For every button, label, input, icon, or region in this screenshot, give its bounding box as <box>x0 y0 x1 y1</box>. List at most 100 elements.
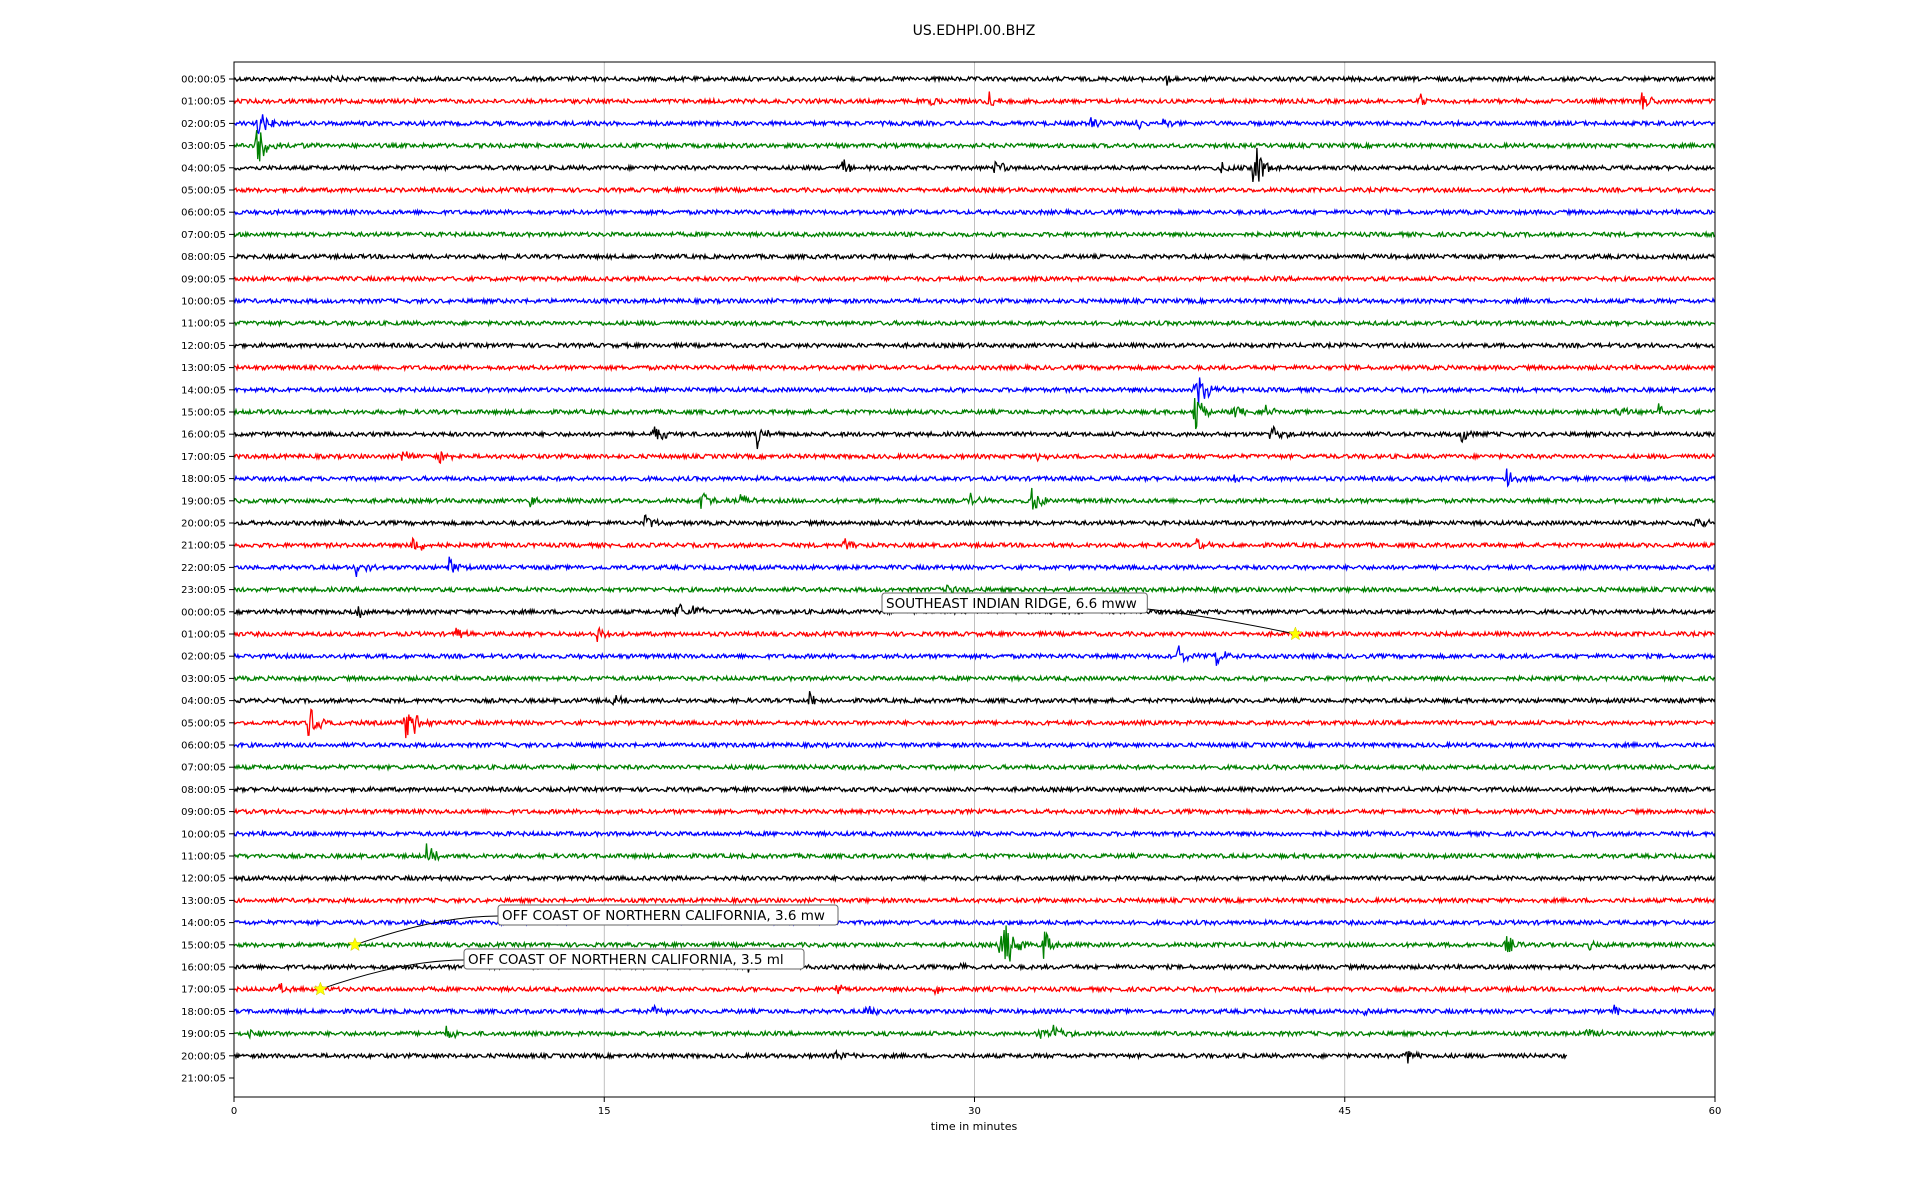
trace-row-17 <box>233 451 1716 465</box>
annotation-box <box>881 592 1148 614</box>
trace-row-12 <box>233 340 1716 350</box>
trace-row-19 <box>233 487 1716 510</box>
y-tick-label: 19:00:05 <box>181 1029 226 1040</box>
trace-layer <box>233 74 1716 1064</box>
event-star-marker <box>313 981 328 996</box>
annotation-box <box>497 904 839 926</box>
x-tick-label: 15 <box>598 1106 611 1117</box>
annotation-label: OFF COAST OF NORTHERN CALIFORNIA, 3.5 ml <box>468 952 784 968</box>
x-tick-label: 45 <box>1338 1106 1351 1117</box>
y-tick-label: 08:00:05 <box>181 785 226 796</box>
y-tick-label: 05:00:05 <box>181 186 226 197</box>
y-tick-label: 06:00:05 <box>181 208 226 219</box>
trace-row-23 <box>233 584 1716 596</box>
plot-frame <box>233 61 1716 1098</box>
y-tick-label: 12:00:05 <box>181 874 226 885</box>
y-tick-label: 00:00:05 <box>181 75 226 86</box>
annotation-connector <box>354 915 499 946</box>
y-tick-label: 02:00:05 <box>181 119 226 130</box>
chart-title: US.EDHPI.00.BHZ <box>913 23 1036 39</box>
trace-row-0 <box>233 74 1716 86</box>
y-tick-label: 20:00:05 <box>181 519 226 530</box>
trace-row-10 <box>233 296 1716 306</box>
y-tick-label: 16:00:05 <box>181 963 226 974</box>
annotation-box <box>463 948 805 970</box>
y-tick-label: 03:00:05 <box>181 141 226 152</box>
trace-row-27 <box>233 673 1716 683</box>
trace-row-18 <box>233 468 1716 488</box>
trace-row-35 <box>233 843 1716 862</box>
trace-row-21 <box>233 536 1716 551</box>
y-tick-label: 10:00:05 <box>181 829 226 840</box>
annotation-layer: SOUTHEAST INDIAN RIDGE, 6.6 mww OFF COAST… <box>313 592 1303 996</box>
trace-row-33 <box>233 806 1716 817</box>
y-tick-label: 18:00:05 <box>181 1007 226 1018</box>
trace-row-42 <box>233 1003 1716 1017</box>
y-tick-label: 23:00:05 <box>181 585 226 596</box>
trace-row-34 <box>233 829 1716 839</box>
x-tick-label: 60 <box>1709 1106 1722 1117</box>
y-tick-label: 21:00:05 <box>181 1074 226 1085</box>
y-tick-label: 03:00:05 <box>181 674 226 685</box>
y-tick-label: 20:00:05 <box>181 1051 226 1062</box>
y-tick-label: 04:00:05 <box>181 696 226 707</box>
trace-row-11 <box>233 318 1716 328</box>
trace-row-3 <box>233 130 1716 162</box>
y-tick-label: 22:00:05 <box>181 563 226 574</box>
trace-row-8 <box>233 252 1716 262</box>
trace-row-26 <box>233 645 1716 666</box>
grid-layer <box>603 62 1346 1097</box>
y-tick-label: 06:00:05 <box>181 741 226 752</box>
trace-row-2 <box>233 114 1716 135</box>
y-tick-label: 17:00:05 <box>181 985 226 996</box>
annotation-connector <box>320 959 465 990</box>
y-tick-label: 21:00:05 <box>181 541 226 552</box>
y-tick-label: 13:00:05 <box>181 363 226 374</box>
y-tick-label: 11:00:05 <box>181 319 226 330</box>
trace-row-41 <box>233 982 1716 997</box>
trace-row-9 <box>233 274 1716 284</box>
x-tick-layer: 0 15 30 45 60 <box>231 1097 1722 1117</box>
trace-row-4 <box>233 147 1716 182</box>
annotation-label: OFF COAST OF NORTHERN CALIFORNIA, 3.6 mw <box>502 908 825 924</box>
y-tick-label: 07:00:05 <box>181 763 226 774</box>
trace-row-30 <box>233 740 1716 750</box>
trace-row-20 <box>233 514 1716 528</box>
y-tick-label: 01:00:05 <box>181 97 226 108</box>
trace-row-5 <box>233 185 1716 195</box>
trace-row-25 <box>233 625 1716 642</box>
trace-row-37 <box>233 895 1716 905</box>
trace-row-22 <box>233 556 1716 578</box>
trace-row-43 <box>233 1024 1716 1040</box>
trace-row-15 <box>233 397 1716 430</box>
y-tick-label: 13:00:05 <box>181 896 226 907</box>
trace-row-29 <box>233 708 1716 739</box>
y-tick-label: 14:00:05 <box>181 385 226 396</box>
y-tick-label: 05:00:05 <box>181 718 226 729</box>
trace-row-44 <box>233 1048 1568 1064</box>
trace-row-14 <box>233 377 1716 405</box>
y-tick-label: 08:00:05 <box>181 252 226 263</box>
y-tick-label: 02:00:05 <box>181 652 226 663</box>
y-tick-label: 12:00:05 <box>181 341 226 352</box>
trace-row-38 <box>233 917 1716 928</box>
y-tick-label: 01:00:05 <box>181 630 226 641</box>
event-star-marker <box>1288 626 1303 641</box>
y-tick-label: 18:00:05 <box>181 474 226 485</box>
trace-row-13 <box>233 362 1716 373</box>
y-tick-label: 09:00:05 <box>181 807 226 818</box>
trace-row-7 <box>233 230 1716 239</box>
y-tick-label: 07:00:05 <box>181 230 226 241</box>
trace-row-28 <box>233 691 1716 707</box>
trace-row-36 <box>233 873 1716 883</box>
event-star-marker <box>347 937 363 952</box>
y-tick-label: 04:00:05 <box>181 163 226 174</box>
trace-row-16 <box>233 424 1716 450</box>
y-tick-label: 09:00:05 <box>181 274 226 285</box>
trace-row-1 <box>233 91 1716 110</box>
trace-row-6 <box>233 207 1716 217</box>
trace-row-31 <box>233 762 1716 772</box>
y-tick-label: 14:00:05 <box>181 918 226 929</box>
y-tick-label: 15:00:05 <box>181 408 226 419</box>
